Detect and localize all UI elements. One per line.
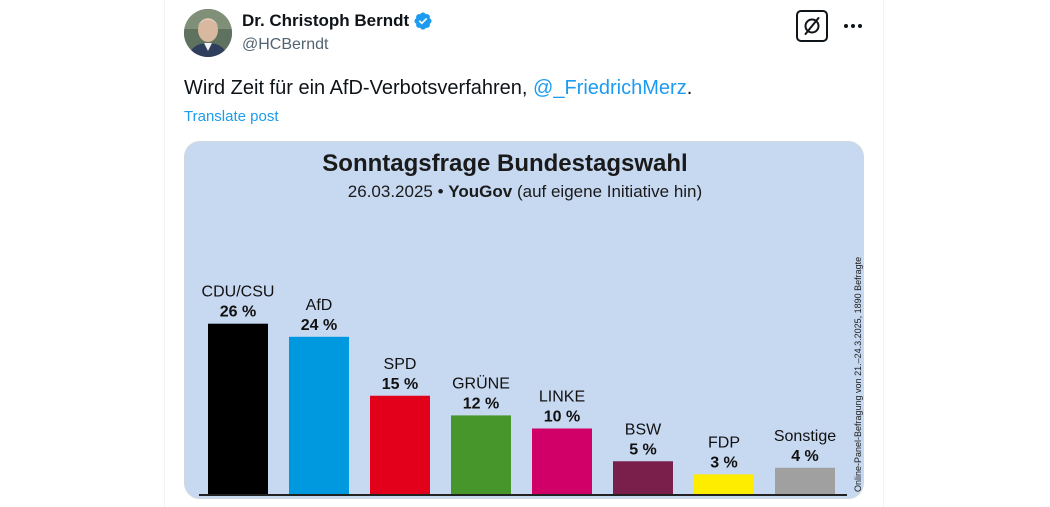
bar-afd [289, 336, 349, 494]
bar-bsw [613, 461, 673, 494]
avatar[interactable] [184, 9, 232, 57]
bar-fdp [694, 474, 754, 494]
timeline-border-left [164, 0, 165, 507]
post-text-main: Wird Zeit für ein AfD-Verbotsverfahren, [184, 77, 534, 99]
grok-button[interactable] [796, 10, 828, 42]
bar-value-bsw: 5 % [629, 441, 657, 458]
bar-cdu-csu [208, 323, 268, 494]
avatar-image [184, 9, 232, 57]
bar-label-gr-ne: GRÜNE [452, 374, 510, 392]
chart-title: Sonntagsfrage Bundestagswahl [322, 150, 688, 177]
chart-subtitle-source: YouGov [448, 182, 513, 201]
bar-label-bsw: BSW [625, 421, 662, 438]
chart-subtitle: 26.03.2025 • YouGov (auf eigene Initiati… [185, 182, 863, 202]
bar-label-afd: AfD [306, 297, 333, 314]
chart-subtitle-note: (auf eigene Initiative hin) [516, 182, 703, 201]
display-name[interactable]: Dr. Christoph Berndt [242, 11, 410, 30]
bar-value-afd: 24 % [301, 317, 337, 334]
chart-subtitle-date: 26.03.2025 • [347, 182, 444, 201]
bar-label-linke: LINKE [539, 389, 585, 406]
author-handle[interactable]: @HCBerndt [242, 36, 329, 53]
bar-spd [370, 395, 430, 494]
more-button[interactable] [841, 14, 865, 38]
bar-label-spd: SPD [384, 356, 417, 373]
grok-icon [804, 17, 820, 35]
post-text: Wird Zeit für ein AfD-Verbotsverfahren, … [184, 77, 692, 100]
bar-gr-ne [451, 415, 511, 494]
bar-value-fdp: 3 % [710, 454, 738, 471]
bar-label-sonstige: Sonstige [774, 428, 836, 445]
timeline-border-right [883, 0, 884, 507]
author-name-row: Dr. Christoph Berndt [242, 11, 433, 31]
more-dots-icon [844, 24, 862, 28]
bar-label-cdu-csu: CDU/CSU [202, 284, 275, 301]
tweet: Dr. Christoph Berndt @HCBerndt Wird Zeit… [165, 0, 883, 507]
bar-value-cdu-csu: 26 % [220, 304, 256, 321]
post-media-image[interactable]: Sonntagsfrage Bundestagswahl 26.03.2025 … [184, 141, 864, 499]
chart-side-note: Online-Panel-Befragung von 21.–24.3.2025… [853, 256, 863, 492]
bar-chart: CDU/CSU 26 % AfD 24 % SPD 15 % GRÜNE 12 % LINKE 1… [199, 284, 847, 496]
bar-sonstige [775, 467, 835, 494]
verified-badge-icon[interactable] [413, 11, 433, 31]
mention-link[interactable]: @_FriedrichMerz [533, 77, 687, 99]
bar-value-linke: 10 % [544, 409, 580, 426]
bar-linke [532, 428, 592, 494]
post-text-end: . [686, 77, 693, 99]
bar-value-spd: 15 % [382, 376, 418, 393]
bar-value-gr-ne: 12 % [463, 395, 499, 412]
translate-post-link[interactable]: Translate post [184, 108, 279, 125]
bar-label-fdp: FDP [708, 434, 740, 451]
bar-value-sonstige: 4 % [791, 448, 819, 465]
